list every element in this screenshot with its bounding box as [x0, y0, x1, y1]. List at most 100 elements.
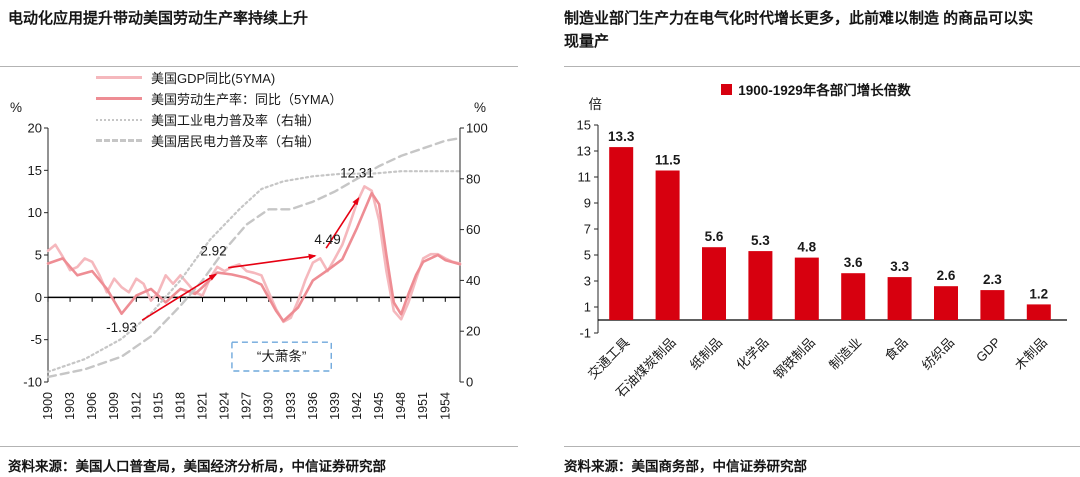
bar-y-axis-unit: 倍	[589, 97, 603, 112]
bar	[887, 277, 912, 320]
bar	[934, 286, 958, 320]
x-axis-year-label: 1903	[63, 392, 77, 420]
annotation-arrow	[141, 273, 218, 321]
line-chart-panel: 电动化应用提升带动美国劳动生产率持续上升 美国GDP同比(5YMA) 美国劳动生产…	[0, 0, 530, 477]
right-axis-tick-label: 80	[466, 171, 480, 186]
left-axis-tick-label: 10	[28, 205, 42, 220]
bar	[609, 147, 634, 320]
line-series-2	[46, 170, 462, 373]
x-axis-year-label: 1930	[262, 392, 276, 420]
x-axis-year-label: 1939	[328, 392, 342, 420]
left-axis-tick-label: 0	[35, 290, 42, 305]
x-axis-year-label: 1948	[394, 392, 408, 420]
bar-value-label: 13.3	[608, 129, 635, 144]
bar-value-label: 5.6	[705, 229, 724, 244]
right-axis-tick-label: 0	[466, 375, 473, 390]
bar-chart-panel: 制造业部门生产力在电气化时代增长更多，此前难以制造 的商品可以实现量产 1900…	[552, 0, 1080, 477]
left-top-divider	[0, 66, 518, 67]
bar-y-tick-label: 7	[584, 222, 591, 237]
bar-category-label: 制造业	[826, 335, 864, 373]
bar-y-tick-label: 5	[584, 248, 591, 263]
legend-line-sample	[96, 97, 142, 100]
left-bottom-divider	[0, 446, 518, 447]
bar-chart-legend: 1900-1929年各部门增长倍数	[552, 79, 1080, 99]
left-axis-tick-label: 20	[28, 121, 42, 136]
left-axis-tick-label: -10	[23, 375, 42, 390]
annotation-arrow	[228, 253, 317, 269]
x-axis-year-label: 1951	[416, 392, 430, 420]
bar-chart-source: 资料来源：美国商务部，中信证券研究部	[564, 459, 807, 474]
left-axis-tick-label: 15	[28, 163, 42, 178]
bar-category-label: 交通工具	[585, 335, 632, 382]
line-series-3	[46, 137, 462, 379]
depression-box	[231, 341, 332, 372]
x-axis-year-label: 1933	[284, 392, 298, 420]
legend-label: 美国居民电力普及率（右轴）	[151, 134, 321, 149]
right-top-divider	[564, 66, 1080, 67]
right-axis-unit: %	[474, 100, 486, 115]
depression-box-label: “大萧条”	[257, 348, 307, 364]
x-axis-year-label: 1942	[350, 392, 364, 420]
legend-item-2: 美国工业电力普及率（右轴）	[96, 111, 342, 128]
bar-value-label: 5.3	[751, 233, 770, 248]
line-series-0	[46, 185, 462, 324]
bar	[794, 257, 819, 320]
bar	[980, 290, 1005, 320]
bar-y-tick-label: 13	[577, 144, 591, 159]
bar-category-label: GDP	[973, 335, 1004, 366]
bar-y-tick-label: 3	[584, 274, 591, 289]
line-chart-source: 资料来源：美国人口普查局，美国经济分析局，中信证券研究部	[8, 459, 386, 474]
x-axis-year-label: 1912	[129, 392, 143, 420]
line-chart: 20 15 10 5 0 -5 -10 100 80 60 40 20 0% % 1900 1903 1906 1…	[10, 100, 488, 420]
annotation-value-label: 2.92	[200, 244, 226, 259]
annotation-arrow	[325, 197, 360, 249]
bar-value-label: 1.2	[1029, 286, 1048, 301]
x-axis-year-label: 1927	[240, 392, 254, 420]
x-axis-year-label: 1909	[107, 392, 121, 420]
bar-value-label: 2.6	[937, 268, 956, 283]
bar	[748, 251, 773, 320]
x-axis-year-label: 1906	[85, 392, 99, 420]
x-axis-year-label: 1954	[438, 392, 452, 420]
bar-category-label: 木制品	[1012, 335, 1050, 373]
x-axis-year-label: 1915	[151, 392, 165, 420]
bar-y-tick-label: -1	[579, 326, 591, 341]
bar-value-label: 2.3	[983, 272, 1002, 287]
bar-chart-title: 制造业部门生产力在电气化时代增长更多，此前难以制造 的商品可以实现量产	[564, 10, 1034, 50]
bar-chart: 15131197531-1倍13.3交通工具11.5石油煤炭制品5.6纸制品5.…	[577, 97, 1067, 400]
right-bottom-divider	[564, 446, 1080, 447]
legend-item-1: 美国劳动生产率：同比（5YMA）	[96, 90, 342, 107]
x-axis-year-label: 1924	[218, 392, 232, 420]
bar-y-tick-label: 1	[584, 300, 591, 315]
x-axis-year-label: 1918	[173, 392, 187, 420]
annotation-value-label: 12.31	[340, 166, 374, 181]
legend-label: 美国劳动生产率：同比（5YMA）	[151, 92, 343, 107]
bar	[1026, 304, 1051, 320]
bar-y-tick-label: 15	[577, 118, 591, 133]
annotation-value-label: 4.49	[314, 232, 340, 247]
x-axis-year-label: 1900	[41, 392, 55, 420]
legend-line-sample	[96, 118, 142, 121]
right-axis-tick-label: 100	[466, 121, 488, 136]
bar-value-label: 4.8	[797, 240, 816, 255]
legend-line-sample	[96, 139, 142, 142]
bar	[655, 170, 680, 320]
bar	[702, 247, 726, 320]
bar-category-label: 食品	[882, 335, 911, 364]
bar-legend-label: 1900-1929年各部门增长倍数	[738, 83, 911, 98]
left-axis-unit: %	[10, 100, 22, 115]
right-axis-tick-label: 40	[466, 273, 480, 288]
legend-item-0: 美国GDP同比(5YMA)	[96, 69, 342, 86]
bar-y-tick-label: 11	[578, 170, 592, 185]
bar	[841, 273, 866, 320]
annotation-value-label: -1.93	[106, 320, 137, 335]
x-axis-year-label: 1945	[372, 392, 386, 420]
legend-square-icon	[721, 83, 733, 95]
line-chart-legend: 美国GDP同比(5YMA) 美国劳动生产率：同比（5YMA） 美国工业电力普及率（右…	[96, 69, 342, 149]
bar-value-label: 3.3	[890, 259, 909, 274]
legend-label: 美国工业电力普及率（右轴）	[151, 113, 321, 128]
bar-category-label: 纸制品	[687, 335, 725, 373]
bar-value-label: 3.6	[844, 255, 863, 270]
bar-value-label: 11.5	[655, 153, 681, 168]
